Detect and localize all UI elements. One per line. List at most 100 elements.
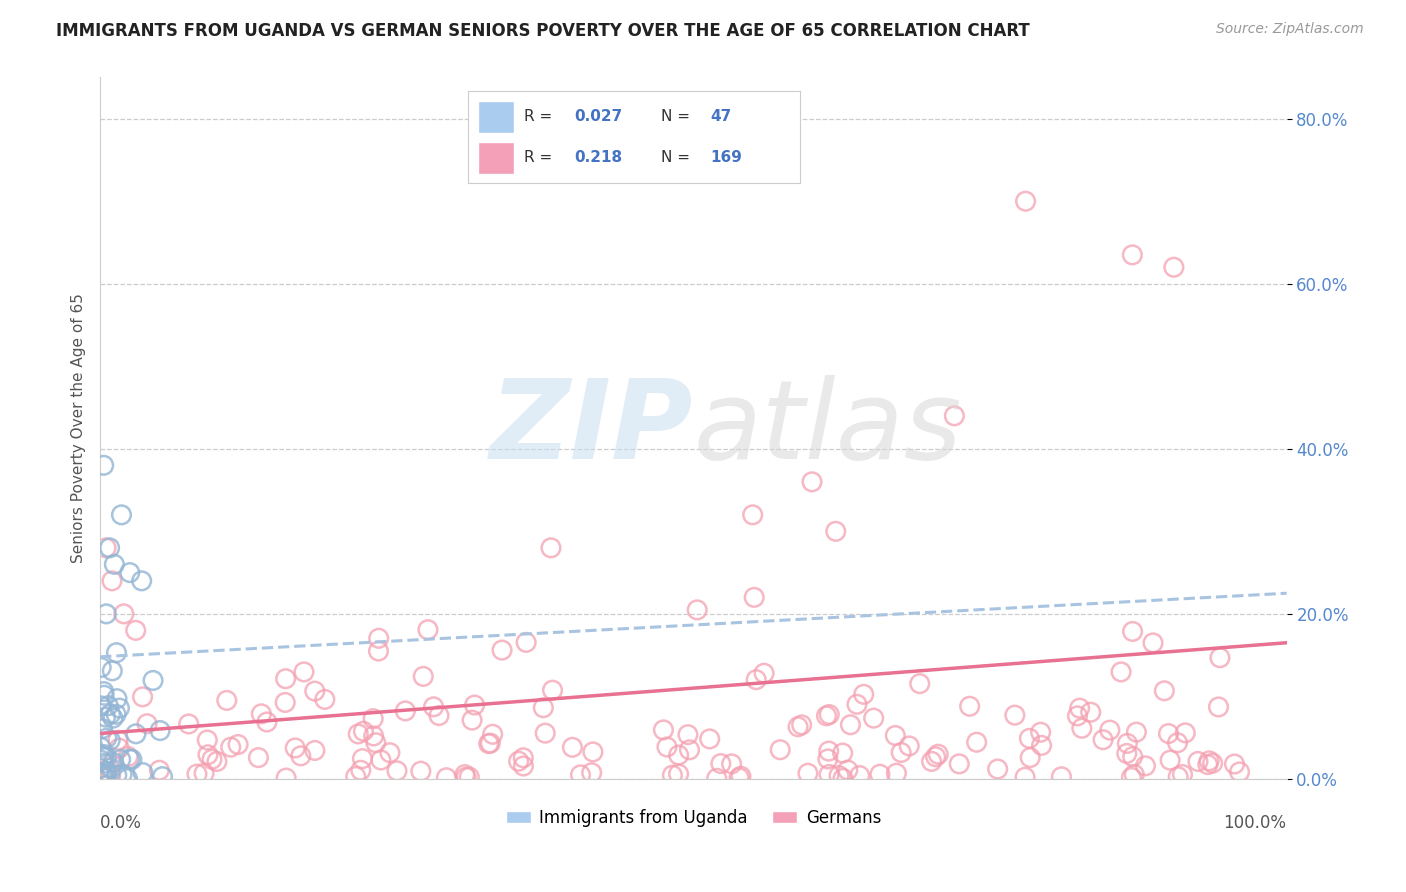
Text: 100.0%: 100.0%: [1223, 814, 1286, 832]
Point: [686, 603, 709, 617]
Point: [531, 700, 554, 714]
Point: [1121, 771, 1143, 785]
Point: [107, 733, 129, 747]
Point: [101, 664, 124, 678]
Point: [815, 709, 838, 723]
Point: [350, 764, 373, 778]
Point: [741, 508, 763, 522]
Point: [730, 769, 752, 783]
Point: [966, 735, 988, 749]
Point: [96, 750, 118, 764]
Point: [769, 743, 792, 757]
Point: [652, 723, 675, 737]
Point: [676, 728, 699, 742]
Point: [91, 754, 114, 768]
Point: [1018, 731, 1040, 746]
Point: [582, 745, 605, 759]
Point: [561, 740, 583, 755]
Point: [412, 669, 434, 683]
Point: [103, 756, 125, 770]
Point: [464, 698, 486, 712]
Point: [96, 731, 118, 745]
Point: [1115, 747, 1137, 761]
Point: [90, 660, 112, 674]
Point: [987, 762, 1010, 776]
Point: [93, 756, 115, 771]
Point: [125, 727, 148, 741]
Point: [1174, 726, 1197, 740]
Point: [508, 754, 530, 768]
Point: [90, 765, 112, 780]
Point: [1121, 248, 1143, 262]
Point: [668, 767, 690, 781]
Point: [832, 772, 855, 786]
Point: [131, 574, 153, 588]
Point: [458, 770, 481, 784]
Point: [434, 771, 457, 785]
Point: [886, 766, 908, 780]
Point: [363, 729, 385, 743]
Point: [93, 750, 115, 764]
Point: [152, 770, 174, 784]
Point: [1029, 725, 1052, 739]
Point: [1135, 759, 1157, 773]
Point: [142, 673, 165, 688]
Point: [699, 731, 721, 746]
Point: [290, 748, 312, 763]
Point: [136, 716, 159, 731]
Point: [1229, 764, 1251, 779]
Point: [96, 764, 118, 779]
Point: [1125, 725, 1147, 739]
Point: [177, 717, 200, 731]
Point: [108, 741, 131, 756]
Point: [110, 508, 132, 522]
Point: [790, 718, 813, 732]
Point: [304, 743, 326, 757]
Point: [831, 746, 853, 760]
Point: [100, 761, 122, 775]
Point: [1109, 665, 1132, 679]
Text: 0.0%: 0.0%: [100, 814, 142, 832]
Point: [1116, 736, 1139, 750]
Point: [247, 750, 270, 764]
Point: [394, 704, 416, 718]
Point: [512, 759, 534, 773]
Point: [110, 752, 132, 766]
Point: [456, 770, 478, 784]
Point: [292, 665, 315, 679]
Point: [1122, 749, 1144, 764]
Point: [256, 714, 278, 729]
Point: [581, 765, 603, 780]
Point: [378, 746, 401, 760]
Point: [752, 666, 775, 681]
Point: [848, 769, 870, 783]
Point: [101, 711, 124, 725]
Point: [818, 707, 841, 722]
Point: [1098, 723, 1121, 738]
Point: [884, 729, 907, 743]
Text: Source: ZipAtlas.com: Source: ZipAtlas.com: [1216, 22, 1364, 37]
Point: [1014, 194, 1036, 209]
Point: [491, 643, 513, 657]
Point: [837, 763, 859, 777]
Point: [869, 767, 891, 781]
Point: [1069, 701, 1091, 715]
Point: [745, 673, 768, 687]
Point: [540, 541, 562, 555]
Point: [105, 768, 128, 782]
Point: [111, 767, 134, 781]
Point: [117, 772, 139, 786]
Point: [93, 684, 115, 698]
Point: [274, 672, 297, 686]
Point: [515, 635, 537, 649]
Point: [91, 722, 114, 736]
Point: [1198, 754, 1220, 768]
Point: [898, 739, 921, 753]
Point: [1080, 705, 1102, 719]
Point: [801, 475, 824, 489]
Point: [1167, 736, 1189, 750]
Point: [97, 698, 120, 713]
Point: [908, 676, 931, 690]
Point: [361, 712, 384, 726]
Point: [352, 752, 374, 766]
